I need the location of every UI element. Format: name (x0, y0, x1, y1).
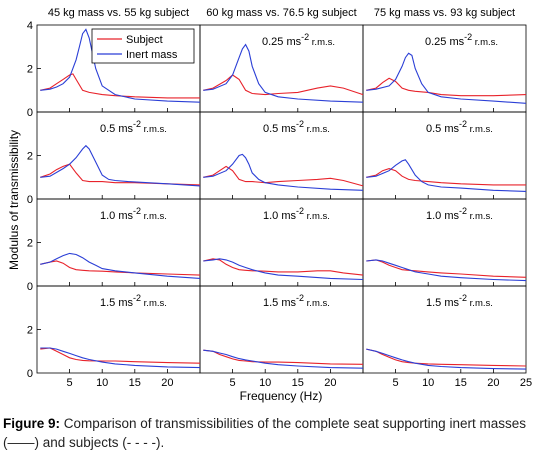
subject-curve (40, 163, 201, 186)
inert-mass-curve (40, 144, 201, 187)
caption-text: Comparison of transmissibilities of the … (3, 416, 526, 450)
inert-mass-curve (366, 52, 527, 104)
subject-curve (203, 258, 364, 276)
subject-curve (203, 74, 364, 96)
legend-entry: Subject (126, 34, 163, 46)
inert-mass-curve (366, 159, 527, 192)
row-label: 0.25 ms-2 r.m.s. (262, 32, 335, 48)
y-tick-label: 2 (27, 325, 33, 337)
column-titles: 45 kg mass vs. 55 kg subject 60 kg mass v… (48, 7, 515, 19)
transmissibility-chart: 45 kg mass vs. 55 kg subject 60 kg mass v… (7, 7, 532, 403)
x-tick-label: 10 (96, 377, 108, 389)
x-tick-label: 20 (487, 377, 499, 389)
inert-mass-curve (203, 43, 364, 103)
row-label: 1.5 ms-2 r.m.s. (426, 293, 493, 309)
row-label: 0.25 ms-2 r.m.s. (425, 32, 498, 48)
x-tick-label: 15 (292, 377, 304, 389)
row-label: 1.0 ms-2 r.m.s. (100, 206, 167, 222)
figure-caption: Figure 9: Comparison of transmissibiliti… (3, 414, 533, 452)
row-label: 1.5 ms-2 r.m.s. (100, 293, 167, 309)
inert-mass-curve (366, 259, 527, 282)
row-label: 0.5 ms-2 r.m.s. (426, 119, 493, 135)
row-label: 0.5 ms-2 r.m.s. (100, 119, 167, 135)
x-tick-label: 15 (129, 377, 141, 389)
y-tick-label: 0 (27, 107, 33, 119)
x-tick-label: 5 (393, 377, 399, 389)
subject-curve (203, 165, 364, 187)
inert-mass-curve (40, 347, 201, 369)
subject-curve (40, 73, 200, 99)
subject-curve (366, 77, 527, 97)
subject-curve (366, 259, 527, 278)
y-tick-label: 4 (27, 20, 33, 32)
y-tick-label: 2 (27, 151, 33, 163)
legend: Subject Inert mass (91, 28, 195, 64)
y-tick-label: 0 (27, 194, 33, 206)
x-tick-label: 25 (520, 377, 532, 389)
legend-entry: Inert mass (126, 49, 178, 61)
x-tick-label: 10 (259, 377, 271, 389)
curves (40, 28, 527, 370)
inert-mass-curve (40, 28, 201, 103)
x-tick-label: 10 (422, 377, 434, 389)
x-tick-label: 5 (230, 377, 236, 389)
subject-curve (40, 260, 201, 276)
row-labels: 0.25 ms-2 r.m.s. 0.25 ms-2 r.m.s. 0.5 ms-2… (100, 32, 498, 309)
caption-label: Figure 9: (3, 416, 61, 431)
column-title: 60 kg mass vs. 76.5 kg subject (206, 7, 356, 19)
y-tick-label: 0 (27, 368, 33, 380)
row-label: 1.5 ms-2 r.m.s. (263, 293, 330, 309)
x-tick-label: 20 (161, 377, 173, 389)
inert-mass-curve (203, 153, 364, 191)
column-title: 45 kg mass vs. 55 kg subject (48, 7, 189, 19)
subject-curve (366, 168, 526, 186)
inert-mass-curve (366, 348, 527, 370)
y-axis-label: Modulus of transmissibility (7, 130, 21, 270)
panel-frames (36, 24, 527, 374)
row-label: 0.5 ms-2 r.m.s. (263, 119, 330, 135)
row-label: 1.0 ms-2 r.m.s. (426, 206, 493, 222)
y-tick-label: 0 (27, 281, 33, 293)
inert-mass-curve (203, 349, 364, 369)
x-tick-label: 15 (455, 377, 467, 389)
inert-mass-curve (203, 258, 364, 281)
y-tick-label: 2 (27, 238, 33, 250)
legend-box (91, 28, 195, 64)
x-tick-label: 5 (67, 377, 73, 389)
subject-curve (203, 349, 364, 365)
inert-mass-curve (40, 252, 201, 279)
panel-frame (362, 285, 527, 374)
x-axis-label: Frequency (Hz) (240, 389, 323, 403)
x-tick-label: 20 (324, 377, 336, 389)
y-tick-label: 2 (27, 64, 33, 76)
subject-curve (366, 348, 527, 367)
subject-curve (40, 347, 201, 364)
column-title: 75 kg mass vs. 93 kg subject (374, 7, 515, 19)
row-label: 1.0 ms-2 r.m.s. (263, 206, 330, 222)
